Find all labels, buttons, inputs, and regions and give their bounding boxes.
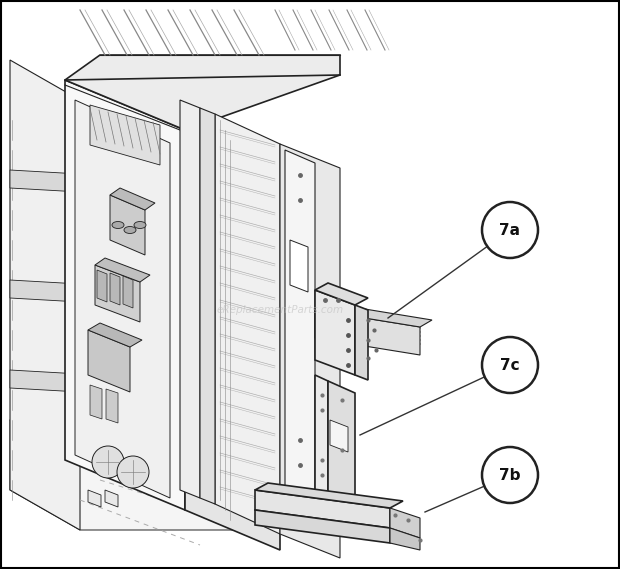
Polygon shape — [200, 108, 215, 504]
Polygon shape — [355, 305, 368, 380]
Polygon shape — [315, 310, 420, 355]
Polygon shape — [285, 150, 315, 503]
Circle shape — [482, 202, 538, 258]
Polygon shape — [215, 114, 280, 534]
Polygon shape — [255, 510, 390, 543]
Polygon shape — [105, 490, 118, 507]
Circle shape — [92, 446, 124, 478]
Text: 7b: 7b — [499, 468, 521, 483]
Polygon shape — [10, 280, 80, 302]
Polygon shape — [88, 330, 130, 392]
Polygon shape — [65, 55, 340, 130]
Polygon shape — [106, 389, 118, 423]
Polygon shape — [10, 410, 330, 530]
Polygon shape — [280, 144, 340, 558]
Text: eReplacementParts.com: eReplacementParts.com — [216, 305, 343, 315]
Polygon shape — [315, 283, 368, 305]
Polygon shape — [10, 60, 80, 530]
Polygon shape — [75, 100, 170, 498]
Polygon shape — [315, 375, 328, 496]
Ellipse shape — [134, 221, 146, 229]
Ellipse shape — [112, 221, 124, 229]
Polygon shape — [65, 80, 185, 510]
Polygon shape — [95, 258, 150, 282]
Polygon shape — [180, 100, 200, 498]
Polygon shape — [90, 105, 160, 165]
Polygon shape — [90, 385, 102, 419]
Circle shape — [117, 456, 149, 488]
Polygon shape — [315, 290, 355, 375]
Polygon shape — [328, 381, 355, 508]
Polygon shape — [95, 265, 140, 322]
Polygon shape — [10, 370, 80, 392]
Polygon shape — [390, 508, 420, 538]
Polygon shape — [123, 276, 133, 308]
Text: 7c: 7c — [500, 357, 520, 373]
Polygon shape — [110, 188, 155, 210]
Polygon shape — [390, 528, 420, 550]
Polygon shape — [97, 270, 107, 302]
Polygon shape — [185, 130, 280, 550]
Circle shape — [482, 337, 538, 393]
Polygon shape — [110, 273, 120, 305]
Polygon shape — [88, 490, 101, 507]
Polygon shape — [330, 420, 348, 452]
Polygon shape — [10, 410, 330, 460]
Polygon shape — [255, 490, 390, 528]
Ellipse shape — [124, 226, 136, 233]
Polygon shape — [110, 195, 145, 255]
Text: 7a: 7a — [500, 222, 521, 237]
Polygon shape — [255, 483, 403, 508]
Polygon shape — [88, 323, 142, 347]
Polygon shape — [10, 170, 80, 192]
Circle shape — [482, 447, 538, 503]
Polygon shape — [315, 303, 432, 327]
Polygon shape — [290, 240, 308, 292]
